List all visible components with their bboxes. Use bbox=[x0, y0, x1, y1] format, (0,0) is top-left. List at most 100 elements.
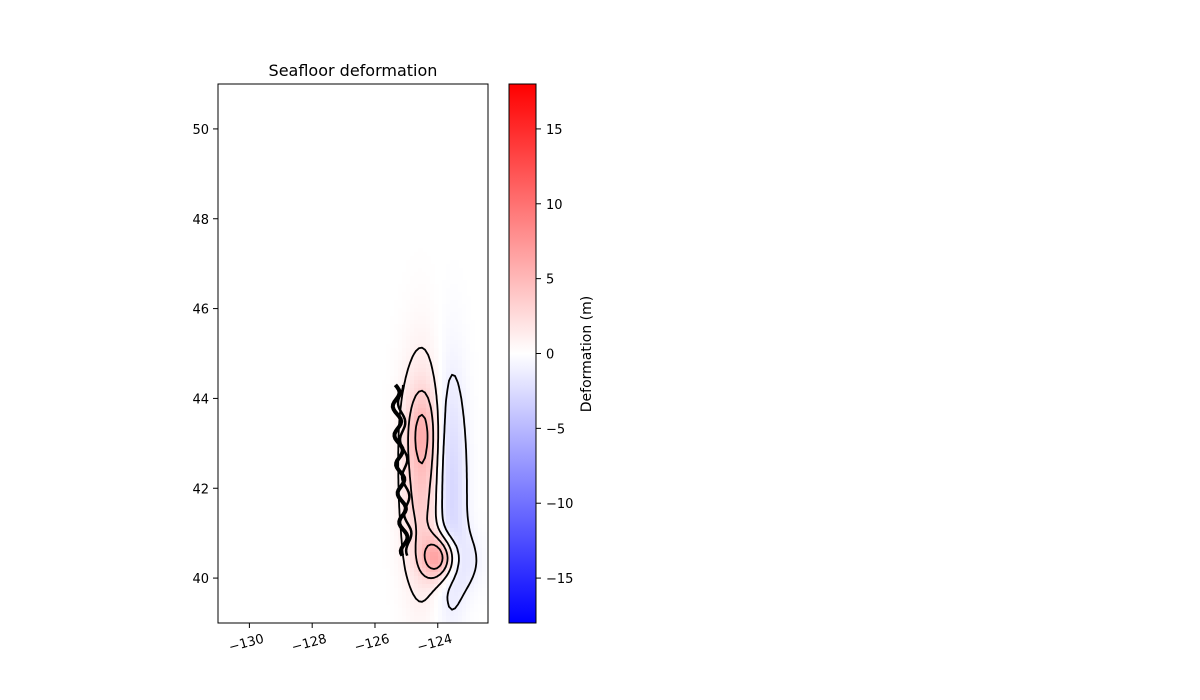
heatmap-cell bbox=[450, 592, 455, 597]
heatmap-cell bbox=[446, 292, 451, 297]
heatmap-cell bbox=[390, 508, 395, 513]
heatmap-cell bbox=[462, 396, 467, 401]
heatmap-cell bbox=[426, 572, 431, 577]
heatmap-cell bbox=[446, 584, 451, 589]
heatmap-cell bbox=[442, 388, 447, 393]
heatmap-cell bbox=[386, 600, 391, 605]
heatmap-cell bbox=[414, 380, 419, 385]
heatmap-cell bbox=[418, 280, 423, 285]
heatmap-cell bbox=[382, 564, 387, 569]
heatmap-cell bbox=[446, 452, 451, 457]
heatmap-cell bbox=[458, 432, 463, 437]
heatmap-cell bbox=[474, 480, 479, 485]
heatmap-cell bbox=[446, 560, 451, 565]
heatmap-cell bbox=[410, 388, 415, 393]
heatmap-cell bbox=[398, 588, 403, 593]
heatmap-cell bbox=[458, 580, 463, 585]
heatmap-cell bbox=[394, 520, 399, 525]
heatmap-cell bbox=[430, 440, 435, 445]
heatmap-cell bbox=[438, 416, 443, 421]
heatmap-cell bbox=[446, 548, 451, 553]
heatmap-cell bbox=[450, 540, 455, 545]
heatmap-cell bbox=[462, 348, 467, 353]
heatmap-cell bbox=[454, 560, 459, 565]
heatmap-cell bbox=[466, 376, 471, 381]
heatmap-cell bbox=[386, 568, 391, 573]
heatmap-cell bbox=[394, 364, 399, 369]
heatmap-cell bbox=[430, 616, 435, 621]
heatmap-cell bbox=[406, 572, 411, 577]
heatmap-cell bbox=[430, 284, 435, 289]
heatmap-cell bbox=[426, 316, 431, 321]
heatmap-cell bbox=[390, 616, 395, 621]
heatmap-cell bbox=[402, 524, 407, 529]
heatmap-cell bbox=[410, 272, 415, 277]
heatmap-cell bbox=[414, 308, 419, 313]
heatmap-cell bbox=[478, 420, 483, 425]
heatmap-cell bbox=[458, 300, 463, 305]
heatmap-cell bbox=[418, 392, 423, 397]
heatmap-cell bbox=[410, 296, 415, 301]
heatmap-cell bbox=[486, 596, 488, 601]
heatmap-cell bbox=[454, 532, 459, 537]
heatmap-cell bbox=[478, 556, 483, 561]
colorbar-tick-label: 0 bbox=[546, 348, 554, 363]
heatmap-cell bbox=[454, 612, 459, 617]
heatmap-cell bbox=[446, 504, 451, 509]
heatmap-cell bbox=[422, 516, 427, 521]
heatmap-cell bbox=[410, 260, 415, 265]
heatmap-cell bbox=[410, 516, 415, 521]
heatmap-cell bbox=[426, 592, 431, 597]
heatmap-cell bbox=[426, 400, 431, 405]
heatmap-cell bbox=[410, 352, 415, 357]
heatmap-cell bbox=[390, 352, 395, 357]
heatmap-cell bbox=[418, 552, 423, 557]
heatmap-cell bbox=[450, 276, 455, 281]
heatmap-cell bbox=[390, 584, 395, 589]
heatmap-cell bbox=[478, 560, 483, 565]
heatmap-cell bbox=[458, 548, 463, 553]
heatmap-cell bbox=[398, 284, 403, 289]
heatmap-cell bbox=[382, 460, 387, 465]
heatmap-cell bbox=[442, 340, 447, 345]
heatmap-cell bbox=[422, 600, 427, 605]
heatmap-cell bbox=[422, 604, 427, 609]
heatmap-cell bbox=[410, 520, 415, 525]
heatmap-cell bbox=[430, 480, 435, 485]
heatmap-cell bbox=[454, 472, 459, 477]
heatmap-cell bbox=[466, 572, 471, 577]
heatmap-cell bbox=[462, 436, 467, 441]
heatmap-cell bbox=[386, 396, 391, 401]
heatmap-cell bbox=[450, 596, 455, 601]
heatmap-cell bbox=[458, 444, 463, 449]
heatmap-cell bbox=[458, 608, 463, 613]
heatmap-cell bbox=[382, 412, 387, 417]
heatmap-cell bbox=[426, 604, 431, 609]
heatmap-cell bbox=[438, 472, 443, 477]
heatmap-cell bbox=[446, 472, 451, 477]
heatmap-cell bbox=[446, 516, 451, 521]
heatmap-cell bbox=[446, 404, 451, 409]
heatmap-cell bbox=[478, 480, 483, 485]
heatmap-cell bbox=[470, 344, 475, 349]
heatmap-cell bbox=[390, 524, 395, 529]
heatmap-cell bbox=[402, 296, 407, 301]
heatmap-cell bbox=[466, 364, 471, 369]
heatmap-cell bbox=[466, 540, 471, 545]
heatmap-cell bbox=[402, 324, 407, 329]
heatmap-cell bbox=[418, 328, 423, 333]
heatmap-cell bbox=[382, 388, 387, 393]
heatmap-cell bbox=[394, 420, 399, 425]
heatmap-cell bbox=[422, 276, 427, 281]
heatmap-cell bbox=[454, 352, 459, 357]
heatmap-cell bbox=[410, 276, 415, 281]
heatmap-cell bbox=[414, 488, 419, 493]
heatmap-cell bbox=[466, 616, 471, 621]
heatmap-cell bbox=[474, 504, 479, 509]
heatmap-cell bbox=[406, 308, 411, 313]
heatmap-cell bbox=[390, 540, 395, 545]
heatmap-cell bbox=[402, 312, 407, 317]
heatmap-cell bbox=[434, 524, 439, 529]
heatmap-cell bbox=[430, 516, 435, 521]
heatmap-cell bbox=[402, 600, 407, 605]
